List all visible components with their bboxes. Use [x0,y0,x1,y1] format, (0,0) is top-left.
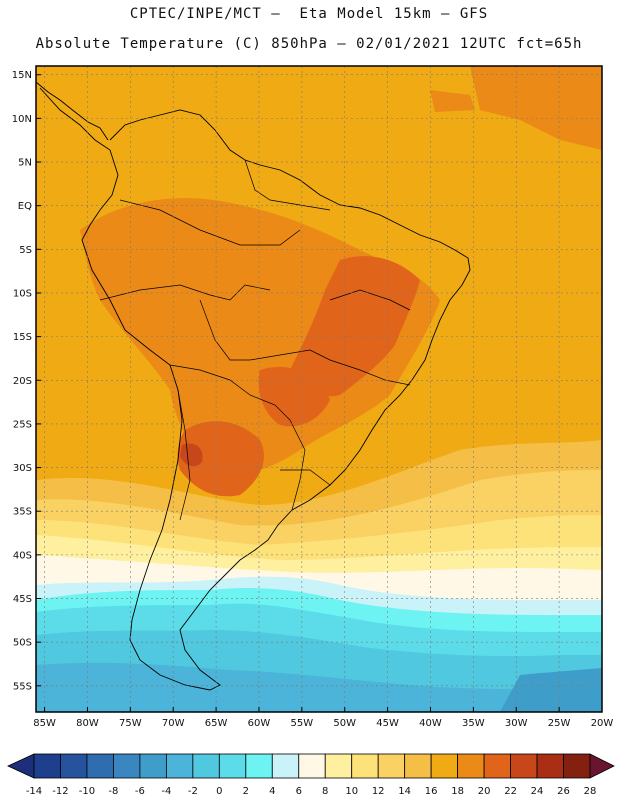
graticule [36,66,603,712]
colorbar-swatch [510,753,538,779]
lon-label: 40W [419,718,442,729]
colorbar-swatch [33,753,61,779]
lon-label: 35W [462,718,485,729]
lon-label: 55W [291,718,314,729]
longitude-labels: 85W 80W 75W 70W 65W 60W 55W 50W 45W 40W 35W 30W 25W 2… [33,707,613,729]
lon-label: 60W [248,718,271,729]
colorbar-labels: -14 -12 -10 -8 -6 -4 -2 0 2 4 6 8 10 12 14 16 18 20 22 24 26… [26,786,597,797]
colorbar-label: 20 [478,786,491,797]
colorbar-label: -14 [26,786,42,797]
colorbar-label: 22 [504,786,517,797]
lat-label: 20S [13,376,32,387]
colorbar-label: 24 [531,786,544,797]
colorbar [7,753,615,779]
colorbar-label: 18 [451,786,464,797]
colorbar-low-arrow [7,753,35,779]
lon-label: 25W [548,718,571,729]
colorbar-label: 2 [243,786,249,797]
lon-label: 70W [162,718,185,729]
colorbar-label: 10 [345,786,358,797]
map-frame [35,65,603,713]
lat-label: 50S [13,638,32,649]
header-line-1: CPTEC/INPE/MCT — Eta Model 15km — GFS [129,6,489,22]
colorbar-swatch [245,753,273,779]
colorbar-swatch [351,753,379,779]
colorbar-label: 0 [216,786,222,797]
lon-label: 65W [205,718,228,729]
colorbar-label: -6 [135,786,145,797]
colorbar-swatch [457,753,485,779]
colorbar-swatch [139,753,167,779]
latitude-labels: 15N 10N 5N EQ 5S 10S 15S 20S 25S 30S 35S 40S 45S 50S 5… [12,70,41,692]
lat-label: 15S [13,332,32,343]
colorbar-swatch [536,753,564,779]
colorbar-swatch [60,753,88,779]
colorbar-swatch [324,753,353,779]
colorbar-label: 26 [557,786,570,797]
header-line-2: Absolute Temperature (C) 850hPa — 02/01/… [35,36,583,52]
country-borders [99,159,411,521]
colorbar-label: 16 [425,786,438,797]
temperature-field [36,66,602,712]
colorbar-label: 4 [269,786,275,797]
colorbar-swatch [165,753,194,779]
lon-label: 50W [333,718,356,729]
colorbar-label: -4 [161,786,171,797]
lat-label: 55S [13,681,32,692]
lat-label: 35S [13,507,32,518]
colorbar-swatch [377,753,406,779]
lat-label: 5N [18,158,32,169]
colorbar-label: -12 [52,786,68,797]
colorbar-swatch [113,753,141,779]
lon-label: 85W [33,718,56,729]
lat-label: 40S [13,550,32,561]
colorbar-label: 14 [398,786,411,797]
continent-outline [39,87,471,691]
colorbar-label: 8 [322,786,328,797]
lat-label: 25S [13,419,32,430]
lon-label: 30W [505,718,528,729]
colorbar-swatch [483,753,511,779]
colorbar-swatch [298,753,326,779]
colorbar-label: -8 [108,786,118,797]
colorbar-label: 12 [372,786,385,797]
lat-label: 10S [13,288,32,299]
lat-label: 5S [19,245,32,256]
colorbar-label: 28 [584,786,597,797]
colorbar-swatch [86,753,114,779]
lon-label: 80W [76,718,99,729]
colorbar-swatch [218,753,247,779]
colorbar-swatch [192,753,220,779]
colorbar-swatch [430,753,459,779]
colorbar-swatch [563,753,591,779]
lat-label: EQ [18,201,32,212]
lat-label: 10N [12,114,32,125]
colorbar-swatch [404,753,432,779]
lon-label: 75W [119,718,142,729]
central-america-outline [36,81,109,141]
colorbar-label: 6 [296,786,302,797]
colorbar-label: -10 [79,786,95,797]
colorbar-high-arrow [589,753,615,779]
colorbar-swatch [271,753,300,779]
lat-label: 45S [13,594,32,605]
lon-label: 20W [591,718,614,729]
lon-label: 45W [376,718,399,729]
colorbar-label: -2 [188,786,198,797]
lat-label: 15N [12,70,32,81]
lat-label: 30S [13,463,32,474]
